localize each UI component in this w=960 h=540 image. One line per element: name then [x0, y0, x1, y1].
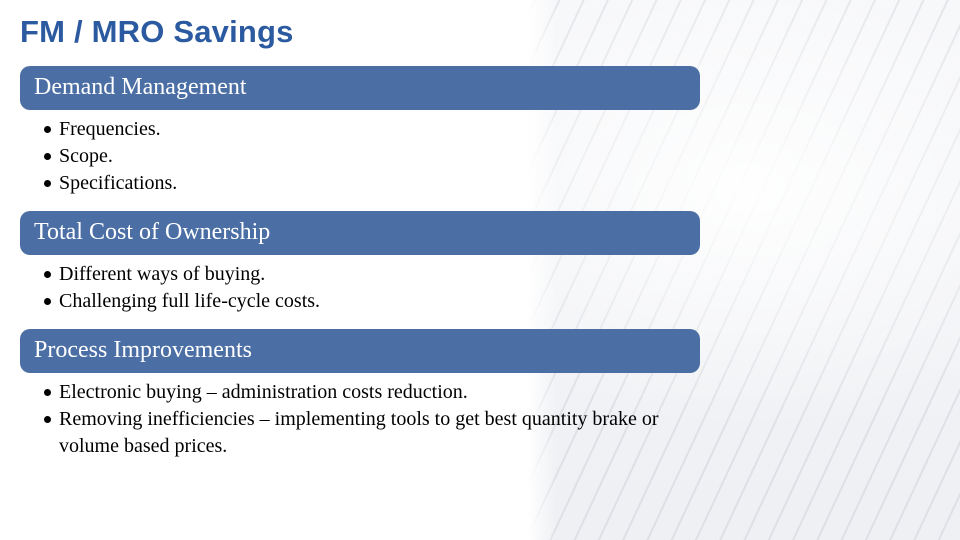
bullet-text: Challenging full life-cycle costs. [59, 288, 320, 315]
section-heading-demand-management: Demand Management [20, 66, 700, 110]
bullet-icon [44, 180, 51, 187]
section-heading-total-cost-of-ownership: Total Cost of Ownership [20, 211, 700, 255]
sections: Demand Management Frequencies. Scope. Sp… [20, 66, 940, 460]
bullet-icon [44, 271, 51, 278]
bullet-text: Removing inefficiencies – implementing t… [59, 406, 664, 460]
bullet-icon [44, 298, 51, 305]
bullet-icon [44, 126, 51, 133]
bullet-list: Different ways of buying. Challenging fu… [44, 261, 664, 315]
list-item: Challenging full life-cycle costs. [44, 288, 664, 315]
bullet-text: Electronic buying – administration costs… [59, 379, 468, 406]
list-item: Specifications. [44, 170, 664, 197]
list-item: Electronic buying – administration costs… [44, 379, 664, 406]
bullet-icon [44, 416, 51, 423]
list-item: Frequencies. [44, 116, 664, 143]
bullet-list: Electronic buying – administration costs… [44, 379, 664, 460]
list-item: Scope. [44, 143, 664, 170]
bullet-text: Different ways of buying. [59, 261, 265, 288]
bullet-text: Frequencies. [59, 116, 161, 143]
page-title: FM / MRO Savings [20, 14, 940, 50]
bullet-text: Specifications. [59, 170, 177, 197]
bullet-icon [44, 389, 51, 396]
list-item: Removing inefficiencies – implementing t… [44, 406, 664, 460]
list-item: Different ways of buying. [44, 261, 664, 288]
slide: FM / MRO Savings Demand Management Frequ… [0, 0, 960, 540]
bullet-text: Scope. [59, 143, 113, 170]
bullet-icon [44, 153, 51, 160]
section-heading-process-improvements: Process Improvements [20, 329, 700, 373]
bullet-list: Frequencies. Scope. Specifications. [44, 116, 664, 197]
